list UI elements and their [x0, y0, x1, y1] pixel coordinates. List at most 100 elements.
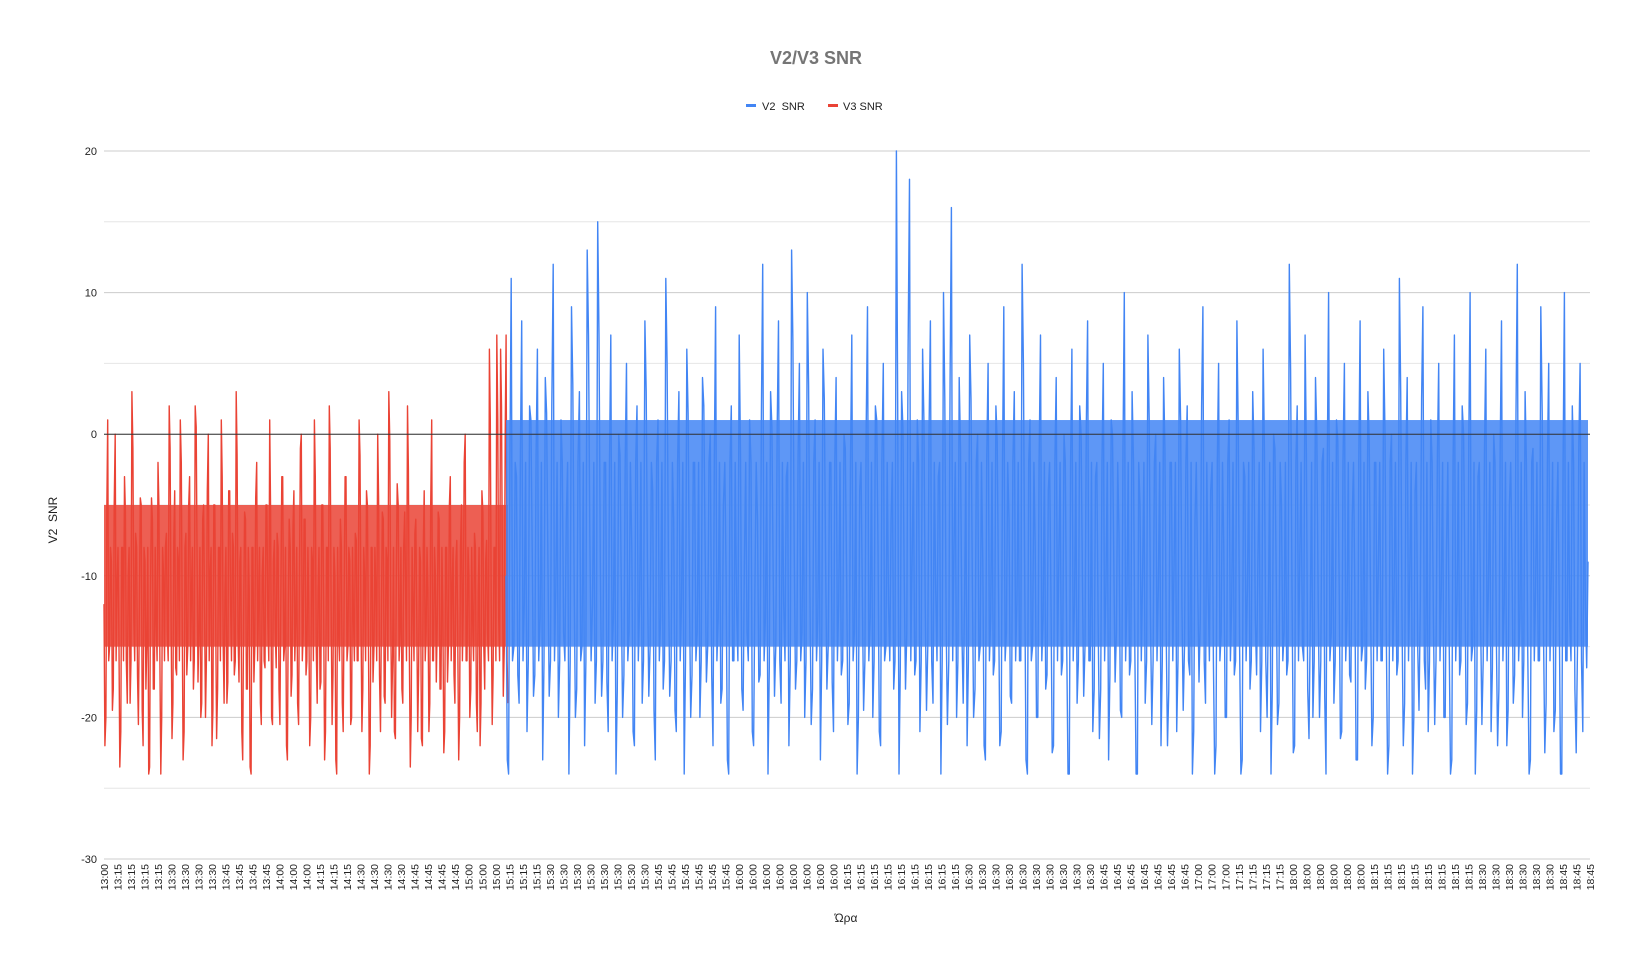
x-tick-label: 15:45	[653, 864, 665, 890]
x-tick-label: 18:15	[1450, 864, 1462, 890]
x-tick-label: 16:30	[1018, 864, 1030, 890]
x-tick-label: 18:15	[1436, 864, 1448, 890]
x-tick-label: 16:15	[856, 864, 868, 890]
x-tick-label: 15:00	[464, 864, 476, 890]
x-tick-label: 16:45	[1099, 864, 1111, 890]
x-tick-label: 16:15	[937, 864, 949, 890]
x-tick-label: 18:00	[1328, 864, 1340, 890]
x-tick-label: 16:30	[991, 864, 1003, 890]
x-tick-label: 15:00	[491, 864, 503, 890]
x-tick-label: 18:15	[1382, 864, 1394, 890]
y-tick-label: -10	[81, 571, 97, 583]
legend: V2 SNR V3 SNR	[746, 101, 883, 113]
x-tick-label: 18:30	[1477, 864, 1489, 890]
x-tick-label: 14:00	[302, 864, 314, 890]
x-tick-label: 18:15	[1463, 864, 1475, 890]
x-tick-label: 13:15	[140, 864, 152, 890]
x-tick-label: 18:30	[1545, 864, 1557, 890]
x-tick-label: 16:00	[734, 864, 746, 890]
x-tick-label: 13:00	[99, 864, 111, 890]
x-tick-label: 17:00	[1193, 864, 1205, 890]
x-tick-label: 15:30	[612, 864, 624, 890]
x-tick-label: 16:30	[1004, 864, 1016, 890]
x-tick-label: 18:15	[1369, 864, 1381, 890]
y-tick-label: -30	[81, 854, 97, 866]
legend-swatch-v2	[746, 104, 756, 107]
x-tick-label: 18:15	[1396, 864, 1408, 890]
x-tick-label: 14:45	[410, 864, 422, 890]
x-tick-label: 15:00	[477, 864, 489, 890]
x-tick-label: 15:30	[585, 864, 597, 890]
x-tick-label: 16:15	[910, 864, 922, 890]
x-tick-label: 13:45	[234, 864, 246, 890]
x-tick-label: 13:30	[207, 864, 219, 890]
x-tick-label: 18:15	[1423, 864, 1435, 890]
x-tick-label: 13:45	[248, 864, 260, 890]
x-tick-label: 16:45	[1112, 864, 1124, 890]
y-axis-ticks: 20 10 0 -10 -20 -30	[81, 146, 97, 866]
x-tick-label: 14:45	[423, 864, 435, 890]
x-tick-label: 14:15	[315, 864, 327, 890]
x-tick-label: 16:30	[1085, 864, 1097, 890]
x-tick-label: 16:30	[964, 864, 976, 890]
x-tick-label: 18:30	[1518, 864, 1530, 890]
x-tick-label: 16:30	[1031, 864, 1043, 890]
x-tick-label: 16:00	[815, 864, 827, 890]
x-tick-label: 18:30	[1504, 864, 1516, 890]
legend-swatch-v3	[828, 104, 838, 107]
series-line-v3	[103, 334, 509, 775]
x-tick-label: 14:30	[383, 864, 395, 890]
x-tick-label: 15:30	[639, 864, 651, 890]
x-tick-label: 14:15	[342, 864, 354, 890]
x-tick-label: 17:15	[1247, 864, 1259, 890]
x-tick-label: 15:30	[599, 864, 611, 890]
x-tick-label: 15:30	[572, 864, 584, 890]
x-tick-label: 16:45	[1180, 864, 1192, 890]
x-tick-label: 16:45	[1166, 864, 1178, 890]
x-axis-ticks: 13:00 13:15 13:15 13:15 13:15 13:30 13:30 13:30…	[99, 864, 1597, 890]
x-tick-label: 16:45	[1139, 864, 1151, 890]
x-tick-label: 16:15	[842, 864, 854, 890]
x-tick-label: 18:45	[1585, 864, 1597, 890]
x-tick-label: 14:30	[369, 864, 381, 890]
x-tick-label: 15:15	[504, 864, 516, 890]
x-tick-label: 18:30	[1490, 864, 1502, 890]
x-tick-label: 16:00	[802, 864, 814, 890]
y-tick-label: 20	[85, 146, 97, 158]
x-tick-label: 17:00	[1207, 864, 1219, 890]
x-tick-label: 16:30	[1045, 864, 1057, 890]
chart-title: V2/V3 SNR	[770, 48, 862, 68]
x-tick-label: 16:45	[1153, 864, 1165, 890]
x-tick-label: 18:45	[1572, 864, 1584, 890]
series-layer	[103, 150, 1589, 775]
x-tick-label: 18:15	[1409, 864, 1421, 890]
x-tick-label: 16:15	[950, 864, 962, 890]
x-tick-label: 13:45	[221, 864, 233, 890]
y-tick-label: 10	[85, 288, 97, 300]
x-tick-label: 13:15	[113, 864, 125, 890]
x-tick-label: 16:30	[977, 864, 989, 890]
x-tick-label: 17:15	[1274, 864, 1286, 890]
x-tick-label: 16:00	[829, 864, 841, 890]
x-tick-label: 18:30	[1531, 864, 1543, 890]
y-tick-label: -20	[81, 712, 97, 724]
x-tick-label: 13:45	[261, 864, 273, 890]
x-tick-label: 16:00	[747, 864, 759, 890]
legend-label-v2: V2 SNR	[762, 101, 805, 113]
x-tick-label: 18:00	[1301, 864, 1313, 890]
y-tick-label: 0	[91, 429, 97, 441]
x-tick-label: 16:15	[883, 864, 895, 890]
x-tick-label: 16:00	[775, 864, 787, 890]
x-tick-label: 16:15	[923, 864, 935, 890]
legend-label-v3: V3 SNR	[843, 101, 883, 113]
x-tick-label: 14:45	[450, 864, 462, 890]
x-tick-label: 17:15	[1261, 864, 1273, 890]
x-tick-label: 15:45	[707, 864, 719, 890]
x-tick-label: 18:00	[1315, 864, 1327, 890]
x-tick-label: 14:15	[329, 864, 341, 890]
x-tick-label: 17:15	[1234, 864, 1246, 890]
x-tick-label: 13:15	[126, 864, 138, 890]
x-tick-label: 18:00	[1288, 864, 1300, 890]
x-tick-label: 13:30	[194, 864, 206, 890]
x-tick-label: 15:45	[693, 864, 705, 890]
